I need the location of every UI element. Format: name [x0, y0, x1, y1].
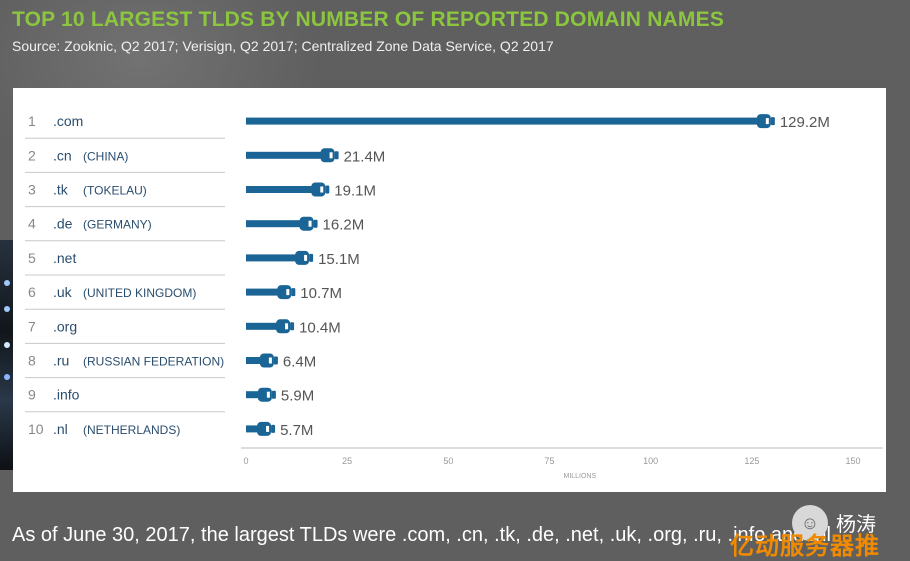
value-label: 129.2M — [780, 114, 830, 131]
country-label: (NETHERLANDS) — [83, 423, 180, 437]
bar-end-tip — [313, 219, 318, 228]
rank-label: 1 — [28, 113, 36, 129]
tld-label: .nl — [53, 421, 68, 437]
bar-end-tip — [273, 356, 278, 365]
x-axis-title: MILLIONS — [564, 473, 597, 480]
tld-label: .info — [53, 387, 80, 403]
chart-panel: 1 .com 129.2M 2 .cn (CHINA) 21.4M 3 .tk (TOKELAU)… — [13, 88, 886, 492]
value-label: 16.2M — [323, 217, 365, 234]
bar-end-cap — [311, 182, 326, 197]
rank-label: 4 — [28, 216, 36, 232]
bar-end-highlight — [308, 220, 312, 227]
tld-label: .uk — [53, 284, 73, 300]
bar-end-tip — [770, 117, 775, 126]
bar — [246, 186, 324, 193]
bar — [246, 117, 769, 125]
tld-label: .de — [53, 216, 73, 232]
bar-end-cap — [299, 216, 314, 231]
chart-title: TOP 10 LARGEST TLDS BY NUMBER OF REPORTE… — [12, 8, 725, 31]
x-tick-label: 75 — [544, 456, 554, 466]
chart-source: Source: Zooknic, Q2 2017; Verisign, Q2 2… — [12, 38, 554, 54]
bar-end-highlight — [268, 357, 272, 364]
bar — [246, 288, 290, 296]
value-label: 6.4M — [283, 354, 316, 371]
bar-end-cap — [295, 250, 310, 265]
side-decoration — [0, 240, 14, 470]
tld-label: .cn — [53, 147, 72, 163]
tld-label: .tk — [53, 182, 69, 198]
caption-text: As of June 30, 2017, the largest TLDs we… — [12, 524, 837, 546]
rank-label: 3 — [28, 182, 36, 198]
country-label: (UNITED KINGDOM) — [83, 286, 196, 300]
bar-end-highlight — [329, 152, 333, 159]
bar-end-cap — [277, 285, 292, 300]
country-label: (GERMANY) — [83, 218, 152, 232]
tld-label: .net — [53, 250, 76, 266]
bar-end-highlight — [286, 289, 290, 296]
rank-label: 6 — [28, 284, 36, 300]
bar-chart: 1 .com 129.2M 2 .cn (CHINA) 21.4M 3 .tk (TOKELAU)… — [25, 113, 883, 480]
country-label: (TOKELAU) — [83, 184, 147, 198]
bar-end-highlight — [304, 254, 308, 261]
bar-end-tip — [325, 185, 330, 194]
bar-end-tip — [334, 151, 339, 160]
x-tick-label: 100 — [643, 456, 658, 466]
country-label: (CHINA) — [83, 149, 128, 163]
rank-label: 9 — [28, 387, 36, 403]
x-tick-label: 0 — [243, 456, 248, 466]
watermark-banner: 亿动服务器推 — [730, 533, 880, 560]
bar-end-highlight — [320, 186, 324, 193]
bar-end-cap — [257, 387, 272, 402]
bar-end-cap — [259, 353, 274, 368]
bar-end-highlight — [266, 425, 270, 432]
bar-end-cap — [756, 114, 771, 129]
bar-end-highlight — [266, 391, 270, 398]
rank-label: 2 — [28, 147, 36, 163]
tld-label: .ru — [53, 353, 69, 369]
rank-label: 8 — [28, 353, 36, 369]
rank-label: 10 — [28, 421, 44, 437]
x-tick-label: 25 — [342, 456, 352, 466]
bar — [246, 322, 289, 330]
wechat-avatar-icon: ☺ — [792, 505, 828, 541]
bar-end-highlight — [285, 323, 289, 330]
bar-end-tip — [271, 390, 276, 399]
x-tick-label: 125 — [744, 456, 759, 466]
bar — [246, 254, 308, 262]
value-label: 19.1M — [334, 183, 376, 200]
bar — [246, 220, 312, 228]
bar-end-tip — [291, 288, 296, 297]
x-tick-label: 150 — [845, 456, 860, 466]
country-label: (RUSSIAN FEDERATION) — [83, 355, 224, 369]
bar-end-tip — [290, 322, 295, 331]
bar-end-tip — [271, 424, 276, 433]
value-label: 10.4M — [299, 319, 341, 336]
bar-end-cap — [257, 421, 272, 436]
value-label: 5.7M — [280, 422, 313, 439]
rank-label: 5 — [28, 250, 36, 266]
value-label: 10.7M — [300, 285, 342, 302]
tld-label: .org — [53, 318, 77, 334]
tld-label: .com — [53, 113, 83, 129]
bar-end-cap — [276, 319, 291, 334]
rank-label: 7 — [28, 318, 36, 334]
watermark-name: 杨涛 — [836, 514, 876, 536]
value-label: 15.1M — [318, 251, 360, 268]
bar-end-cap — [320, 148, 335, 163]
bar — [246, 357, 272, 364]
bar-end-highlight — [765, 118, 769, 125]
value-label: 21.4M — [344, 148, 386, 165]
bar — [246, 151, 333, 159]
bar-end-tip — [309, 253, 314, 262]
x-tick-label: 50 — [443, 456, 453, 466]
value-label: 5.9M — [281, 388, 314, 405]
